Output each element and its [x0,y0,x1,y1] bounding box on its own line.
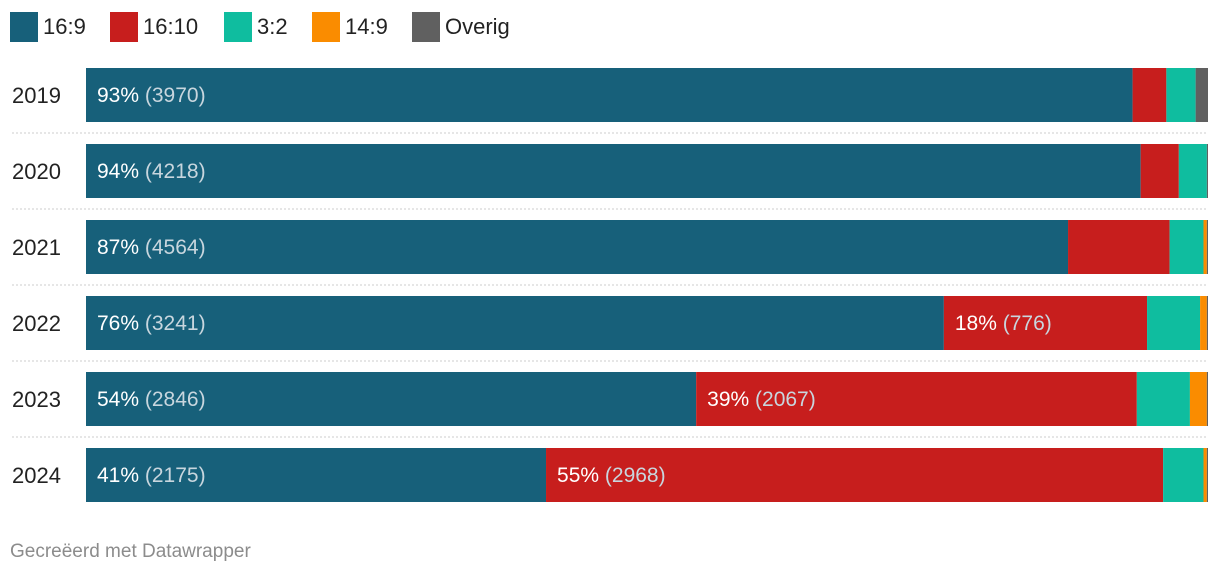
legend-label-16-10: 16:10 [143,14,198,39]
data-label-2023-16-9: 54% (2846) [97,388,206,411]
year-label-2020: 2020 [12,159,61,184]
bar-row-2022: 2022 76% (3241) 18% (776) [12,296,1208,362]
bar-segment-2023-16-10 [696,372,1137,426]
data-label-2019-16-9: 93% (3970) [97,84,206,107]
year-label-2022: 2022 [12,311,61,336]
bar-segment-2022-3-2 [1147,296,1201,350]
bar-segment-2024-16-10 [546,448,1164,502]
bar-segment-2024-14-9 [1203,448,1207,502]
bar-segment-2019-overig [1195,68,1208,122]
legend-item-16-9: 16:9 [10,12,86,42]
bar-segment-2024-3-2 [1163,448,1204,502]
legend-label-14-9: 14:9 [345,14,388,39]
bar-segment-2022-14-9 [1200,296,1207,350]
bar-segment-2021-16-10 [1068,220,1170,274]
bar-segment-2019-3-2 [1166,68,1196,122]
bar-row-2023: 2023 54% (2846) 39% (2067) [12,372,1208,438]
bar-segment-2019-16-10 [1132,68,1167,122]
bar-segment-2021-overig [1206,220,1208,274]
legend-swatch-3-2 [224,12,252,42]
bar-segment-2022-overig [1206,296,1208,350]
bar-row-2024: 2024 41% (2175) 55% (2968) [12,448,1208,502]
bar-segment-2023-14-9 [1189,372,1207,426]
bar-segment-2022-16-9 [86,296,944,350]
year-label-2023: 2023 [12,387,61,412]
bar-segment-2020-16-10 [1140,144,1179,198]
bar-row-2021: 2021 87% (4564) [12,220,1208,286]
bar-segment-2023-overig [1206,372,1208,426]
bar-segment-2020-overig [1206,144,1208,198]
bar-segment-2020-3-2 [1178,144,1207,198]
legend-label-16-9: 16:9 [43,14,86,39]
bar-segment-2019-16-9 [86,68,1133,122]
stacked-bar-chart: 16:9 16:10 3:2 14:9 Overig 2019 93% (3970) 2020… [10,12,1208,502]
year-label-2019: 2019 [12,83,61,108]
year-label-2024: 2024 [12,463,61,488]
bar-segment-2021-16-9 [86,220,1069,274]
datawrapper-credit: Gecreëerd met Datawrapper [10,541,251,562]
bar-segment-2021-3-2 [1169,220,1204,274]
legend-swatch-16-9 [10,12,38,42]
data-label-2023-16-10: 39% (2067) [707,388,816,411]
legend-item-3-2: 3:2 [224,12,288,42]
legend-item-14-9: 14:9 [312,12,388,42]
data-label-2021-16-9: 87% (4564) [97,236,206,259]
legend-swatch-overig [412,12,440,42]
bar-segment-2023-16-9 [86,372,697,426]
bar-segment-2020-16-9 [86,144,1141,198]
data-label-2020-16-9: 94% (4218) [97,160,206,183]
year-label-2021: 2021 [12,235,61,260]
bar-row-2020: 2020 94% (4218) [12,144,1208,210]
legend-item-16-10: 16:10 [110,12,198,42]
legend-label-3-2: 3:2 [257,14,288,39]
bar-row-2019: 2019 93% (3970) [12,68,1208,134]
data-label-2022-16-10: 18% (776) [955,312,1052,335]
data-label-2022-16-9: 76% (3241) [97,312,206,335]
bar-segment-2024-overig [1206,448,1208,502]
bar-segment-2021-14-9 [1203,220,1207,274]
data-label-2024-16-10: 55% (2968) [557,464,666,487]
bar-segment-2024-16-9 [86,448,547,502]
legend-label-overig: Overig [445,14,510,39]
legend-swatch-16-10 [110,12,138,42]
bar-segment-2023-3-2 [1136,372,1190,426]
legend-item-overig: Overig [412,12,510,42]
data-label-2024-16-9: 41% (2175) [97,464,206,487]
legend-swatch-14-9 [312,12,340,42]
bar-segment-2022-16-10 [943,296,1148,350]
